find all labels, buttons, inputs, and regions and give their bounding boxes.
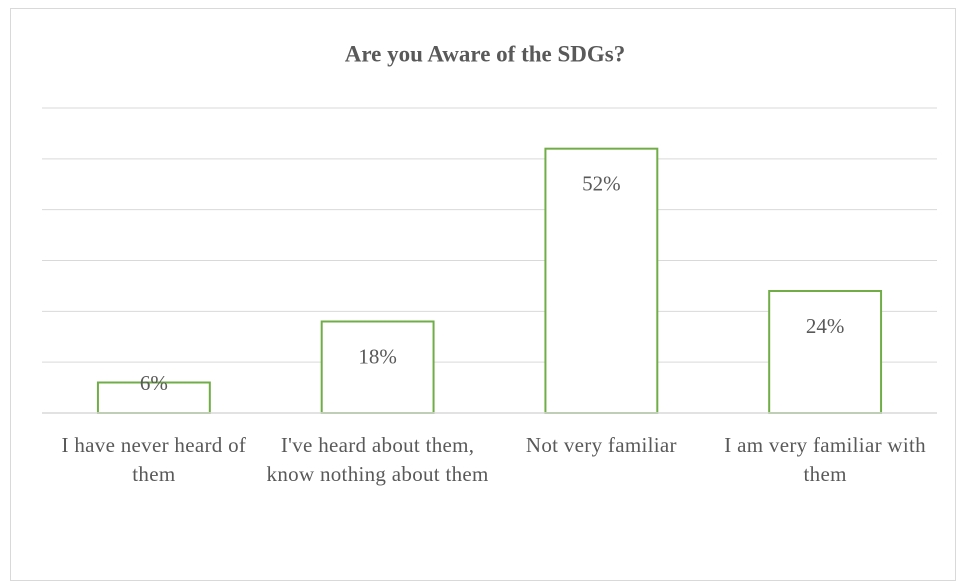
chart-title: Are you Aware of the SDGs?	[345, 41, 625, 66]
bar	[768, 290, 883, 414]
bar	[96, 381, 211, 414]
data-label: 6%	[140, 371, 168, 395]
bar	[320, 320, 435, 414]
bar	[544, 147, 659, 415]
x-tick-label: Not very familiar	[525, 433, 677, 457]
x-tick-label: I am very familiar with them	[724, 433, 926, 486]
x-tick-label: I have never heard of them	[61, 433, 247, 486]
data-label: 24%	[806, 314, 845, 338]
data-label: 52%	[582, 171, 621, 195]
x-tick-label: I've heard about them, know nothing abou…	[266, 433, 489, 486]
data-label: 18%	[358, 344, 397, 368]
